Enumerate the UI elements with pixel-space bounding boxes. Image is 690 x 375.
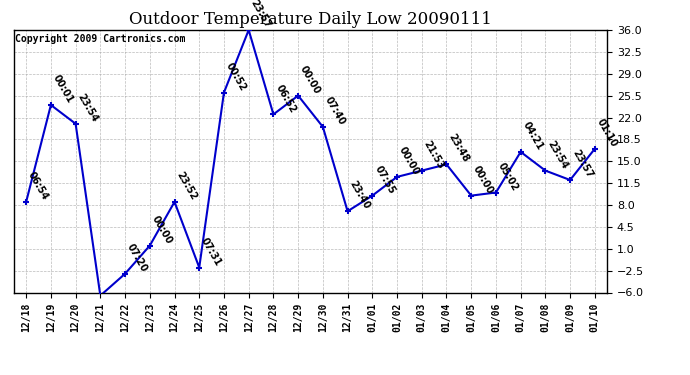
Text: 21:53: 21:53 (422, 139, 446, 171)
Text: 07:45: 07:45 (0, 374, 1, 375)
Text: 00:00: 00:00 (150, 214, 174, 246)
Text: 23:57: 23:57 (248, 0, 273, 30)
Text: 00:00: 00:00 (397, 145, 421, 177)
Title: Outdoor Temperature Daily Low 20090111: Outdoor Temperature Daily Low 20090111 (129, 12, 492, 28)
Text: 23:40: 23:40 (348, 179, 372, 211)
Text: 05:02: 05:02 (496, 160, 520, 192)
Text: 00:00: 00:00 (471, 164, 495, 196)
Text: 07:31: 07:31 (199, 236, 224, 267)
Text: 07:40: 07:40 (323, 95, 347, 127)
Text: 06:54: 06:54 (26, 170, 50, 202)
Text: Copyright 2009 Cartronics.com: Copyright 2009 Cartronics.com (15, 34, 186, 44)
Text: 01:10: 01:10 (595, 117, 619, 149)
Text: 23:54: 23:54 (76, 92, 100, 124)
Text: 00:00: 00:00 (298, 64, 322, 96)
Text: 04:21: 04:21 (521, 120, 545, 152)
Text: 23:52: 23:52 (175, 170, 199, 202)
Text: 23:57: 23:57 (570, 148, 594, 180)
Text: 07:55: 07:55 (373, 164, 397, 196)
Text: 06:52: 06:52 (273, 82, 297, 114)
Text: 00:01: 00:01 (51, 73, 75, 105)
Text: 23:48: 23:48 (446, 132, 471, 164)
Text: 23:54: 23:54 (545, 139, 569, 171)
Text: 07:20: 07:20 (125, 242, 149, 274)
Text: 00:52: 00:52 (224, 61, 248, 93)
